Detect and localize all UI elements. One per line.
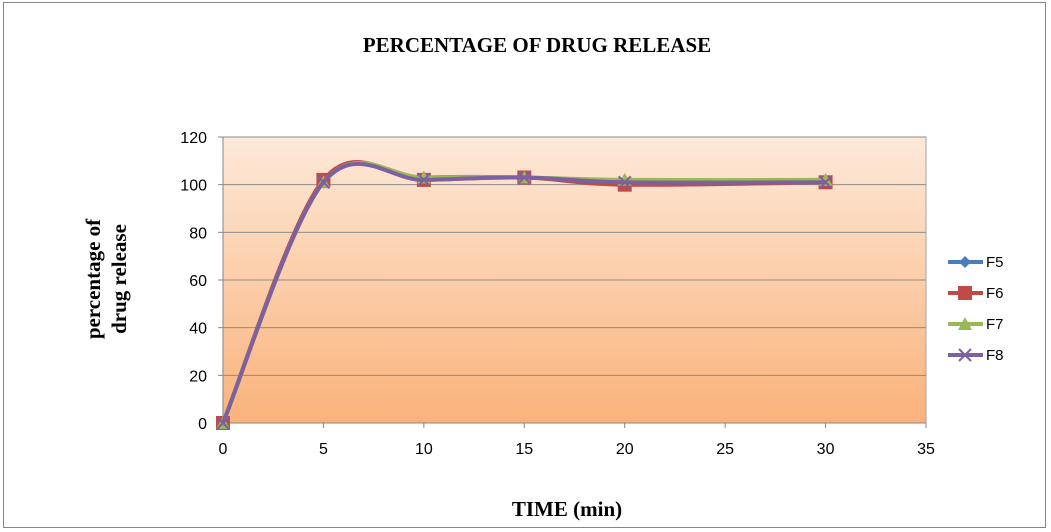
axes: 0 20 40 60 80 100 120 0 5 10 15 20 25 30 35 (180, 130, 935, 458)
y-tick-label: 0 (198, 416, 207, 433)
x-tick-label: 10 (415, 441, 433, 458)
legend-item-f7: F7 (948, 316, 1004, 333)
x-axis-title: TIME (min) (512, 497, 622, 521)
y-axis-title-line-2: drug release (107, 224, 131, 334)
data-point-f8 (316, 175, 331, 189)
legend-marker (958, 317, 972, 330)
chart-title: PERCENTAGE OF DRUG RELEASE (363, 33, 711, 57)
x-tick-label: 35 (917, 441, 935, 458)
x-tick-label: 20 (616, 441, 634, 458)
legend-label: F6 (986, 285, 1004, 302)
legend-marker (958, 348, 972, 362)
y-tick-label: 60 (189, 273, 207, 290)
data-point-f8 (216, 416, 230, 430)
legend-label: F5 (986, 254, 1004, 271)
legend: F5 F6 F7 F8 (948, 254, 1004, 364)
series-line-f8 (221, 161, 826, 424)
series-f8 (216, 161, 833, 430)
x-tick-label: 30 (817, 441, 835, 458)
y-axis-title-line-1: percentage of (81, 218, 105, 339)
y-tick-label: 20 (189, 368, 207, 385)
y-tick-label: 40 (189, 321, 207, 338)
data-point-f8 (517, 170, 531, 185)
data-point-f8 (417, 173, 431, 187)
y-tick-label: 80 (189, 225, 207, 242)
line-chart: PERCENTAGE OF DRUG RELEASE 0204060801001… (81, 33, 1004, 521)
gridlines (223, 136, 926, 376)
y-tick-label: 100 (180, 178, 207, 195)
legend-label: F8 (986, 347, 1004, 364)
x-tick-label: 15 (515, 441, 533, 458)
legend-marker (959, 256, 971, 268)
legend-item-f5: F5 (948, 254, 1004, 271)
x-tick-label: 25 (716, 441, 734, 458)
x-tick-label: 0 (219, 441, 228, 458)
y-tick-label: 120 (180, 130, 207, 147)
chart-frame: PERCENTAGE OF DRUG RELEASE 0 20 40 60 80 100 1… (3, 2, 1046, 528)
legend-marker (958, 286, 972, 300)
series-layer (216, 159, 833, 430)
data-point-f8 (618, 175, 632, 189)
legend-label: F7 (986, 316, 1004, 333)
legend-item-f8: F8 (948, 347, 1004, 364)
data-point-f8 (818, 175, 833, 189)
y-axis-title: percentage of drug release (81, 218, 131, 339)
x-tick-label: 5 (319, 441, 328, 458)
legend-item-f6: F6 (948, 285, 1004, 302)
